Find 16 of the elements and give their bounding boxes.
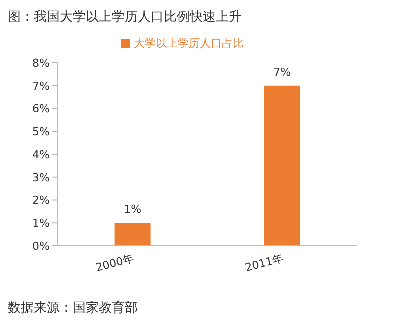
y-tick-label: 6%	[32, 102, 50, 116]
text: 7%	[274, 66, 292, 79]
x-tick-label: 2000年	[94, 252, 136, 275]
y-tick-label: 7%	[32, 80, 50, 93]
y-tick-label: 3%	[32, 171, 50, 184]
source-note: 数据来源：国家教育部	[8, 300, 139, 317]
y-tick-label: 4%	[32, 148, 50, 162]
y-tick-label: 8%	[32, 56, 50, 70]
text: 1%	[124, 203, 142, 216]
chart-title: 图：我国大学以上学历人口比例快速上升	[8, 9, 243, 26]
y-tick-label: 2%	[32, 194, 50, 208]
y-tick-label: 0%	[32, 240, 50, 253]
x-tick-label: 2011年	[244, 252, 286, 275]
legend-label: 大学以上学历人口占比	[134, 37, 244, 50]
y-tick-label: 5%	[32, 126, 50, 139]
y-tick-label: 1%	[32, 217, 50, 230]
